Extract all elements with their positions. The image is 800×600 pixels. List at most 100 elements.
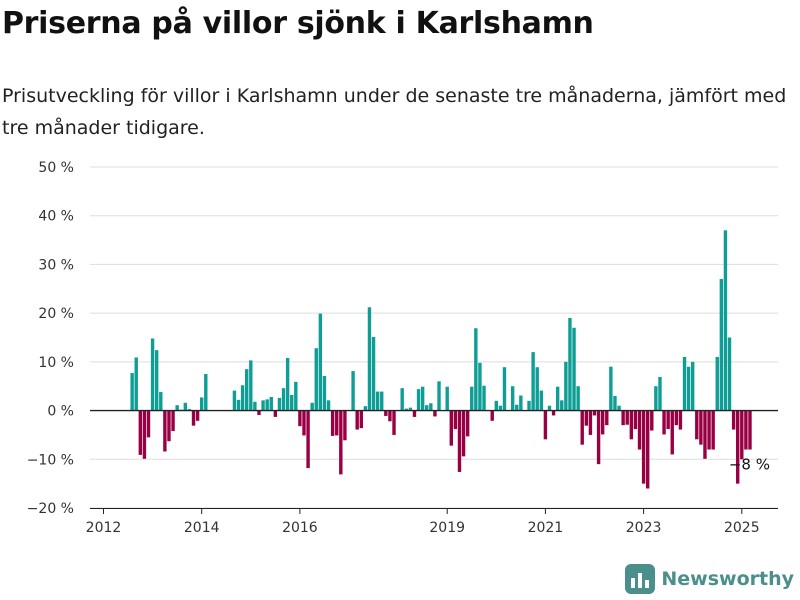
bar [703,410,707,459]
bar [285,357,290,411]
bar [232,390,237,411]
bar [322,375,327,411]
last-value-label: −8 % [729,456,770,474]
bar [723,230,728,411]
bar [388,410,392,422]
y-tick-label: −20 % [27,501,74,517]
y-tick-label: −10 % [27,452,74,468]
bar [269,396,273,411]
bar [204,374,208,411]
bar [150,338,155,411]
bar [576,386,580,411]
bar [510,386,515,411]
bar [654,386,658,411]
bars [130,230,752,489]
bar [257,410,261,415]
x-tick-label: 2014 [184,520,220,536]
bar [335,410,339,436]
bar [273,410,278,417]
bar [298,410,302,427]
gridlines [90,166,778,509]
bar [294,381,298,411]
bar [592,410,597,416]
bar [564,361,568,411]
bar [154,350,159,411]
bar [474,328,478,411]
newsworthy-logo-text: Newsworthy [661,568,794,590]
newsworthy-logo-icon [625,564,656,594]
bar [699,410,703,445]
bar [384,410,388,416]
bar [539,390,544,411]
bar [478,362,482,411]
bar [605,410,609,426]
bar [425,405,429,411]
bar [515,404,519,411]
bar [339,410,343,475]
bar [674,410,679,426]
bar [355,410,359,430]
bar [191,410,196,426]
bar [359,410,363,429]
bar [326,400,331,411]
bar [707,410,711,450]
bar [617,405,621,411]
bar [572,327,576,411]
bar [187,409,192,411]
bar [380,391,384,411]
bar [625,410,629,425]
bar [437,381,441,411]
x-tick-label: 2021 [528,520,564,536]
bar [686,366,691,411]
bar [482,385,486,411]
bar [302,410,306,436]
x-tick-label: 2012 [86,520,122,536]
y-tick-label: 50 % [38,160,74,176]
bar [621,410,625,426]
bar [175,405,179,411]
y-tick-label: 0 % [47,404,74,420]
bar [568,318,572,411]
bar [633,410,638,430]
x-tick-label: 2019 [429,520,465,536]
bar [261,400,265,411]
bar [433,410,437,417]
bar [343,410,347,441]
y-tick-label: 30 % [38,257,74,273]
bar [265,399,269,411]
bar [404,408,408,411]
bar [200,397,204,411]
bar [408,407,413,411]
bar [502,367,507,411]
bar [400,388,404,411]
labels: 50 % 40 % 30 % 20 % 10 % 0 % −10 % −20 % 2012 201… [27,160,770,536]
newsworthy-logo: Newsworthy [625,564,794,594]
y-tick-label: 40 % [38,209,74,225]
bar [318,313,323,411]
bar [412,410,417,417]
bar [142,410,147,459]
bar [130,373,134,411]
bar [744,410,748,450]
bar [727,337,732,411]
bar [449,410,453,446]
bar [392,410,396,435]
bar [453,410,458,430]
chart-subtitle: Prisutveckling för villor i Karlshamn un… [2,85,787,139]
bar [134,357,138,411]
bar [167,410,171,442]
bar [146,410,151,438]
bar [645,410,650,489]
bar [670,410,674,455]
bar [609,366,613,411]
bar [281,388,286,411]
bar [740,410,744,460]
x-tick-label: 2023 [626,520,662,536]
bar [159,392,163,411]
bar [719,279,724,411]
bar [641,410,646,484]
bar [588,410,593,435]
bar [420,386,425,411]
bar [375,391,380,411]
bar [470,386,474,411]
